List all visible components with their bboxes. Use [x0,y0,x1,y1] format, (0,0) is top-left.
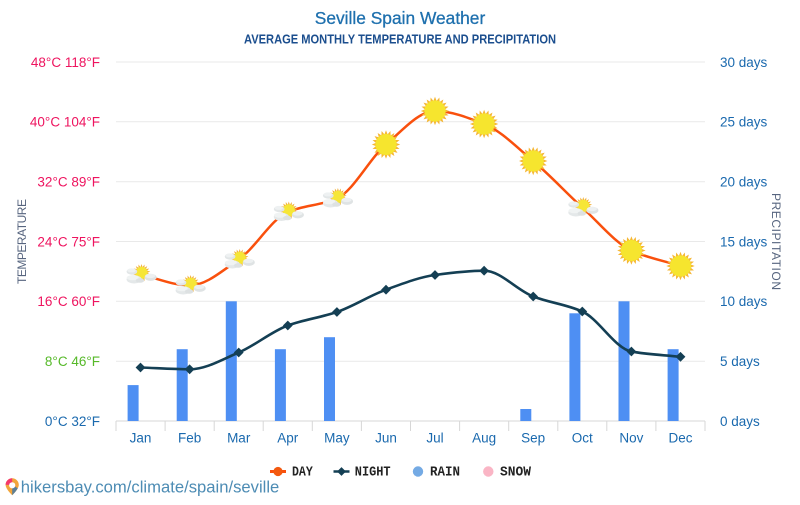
svg-text:8°C 46°F: 8°C 46°F [45,354,100,369]
svg-text:Feb: Feb [178,431,201,446]
svg-text:hikersbay.com/climate/spain/se: hikersbay.com/climate/spain/seville [21,479,280,497]
svg-text:10 days: 10 days [720,294,768,309]
svg-text:DAY: DAY [292,464,313,480]
svg-text:RAIN: RAIN [430,464,460,480]
svg-text:15 days: 15 days [720,234,768,249]
svg-text:PRECIPITATION: PRECIPITATION [769,193,783,290]
svg-text:NIGHT: NIGHT [355,464,391,480]
svg-text:24°C 75°F: 24°C 75°F [37,234,100,249]
svg-text:0°C 32°F: 0°C 32°F [45,414,100,429]
svg-text:Jun: Jun [375,431,397,446]
svg-text:32°C 89°F: 32°C 89°F [37,175,100,190]
svg-text:25 days: 25 days [720,115,768,130]
svg-text:Sep: Sep [521,431,545,446]
svg-text:48°C 118°F: 48°C 118°F [31,55,100,70]
svg-text:Jan: Jan [130,431,152,446]
svg-text:SNOW: SNOW [500,464,532,480]
svg-text:Aug: Aug [472,431,496,446]
svg-text:TEMPERATURE: TEMPERATURE [15,199,29,284]
svg-text:Dec: Dec [668,431,692,446]
svg-text:30 days: 30 days [720,55,768,70]
svg-text:Mar: Mar [227,431,251,446]
svg-text:Nov: Nov [619,431,643,446]
svg-text:Seville Spain Weather: Seville Spain Weather [315,8,486,28]
svg-text:5 days: 5 days [720,354,760,369]
svg-text:Jul: Jul [426,431,443,446]
svg-text:May: May [324,431,350,446]
svg-text:AVERAGE MONTHLY TEMPERATURE AN: AVERAGE MONTHLY TEMPERATURE AND PRECIPIT… [244,31,556,46]
svg-text:Oct: Oct [572,431,593,446]
svg-text:0 days: 0 days [720,414,760,429]
svg-text:40°C 104°F: 40°C 104°F [30,115,100,130]
svg-text:16°C 60°F: 16°C 60°F [37,294,100,309]
svg-text:20 days: 20 days [720,175,768,190]
svg-text:Apr: Apr [277,431,299,446]
